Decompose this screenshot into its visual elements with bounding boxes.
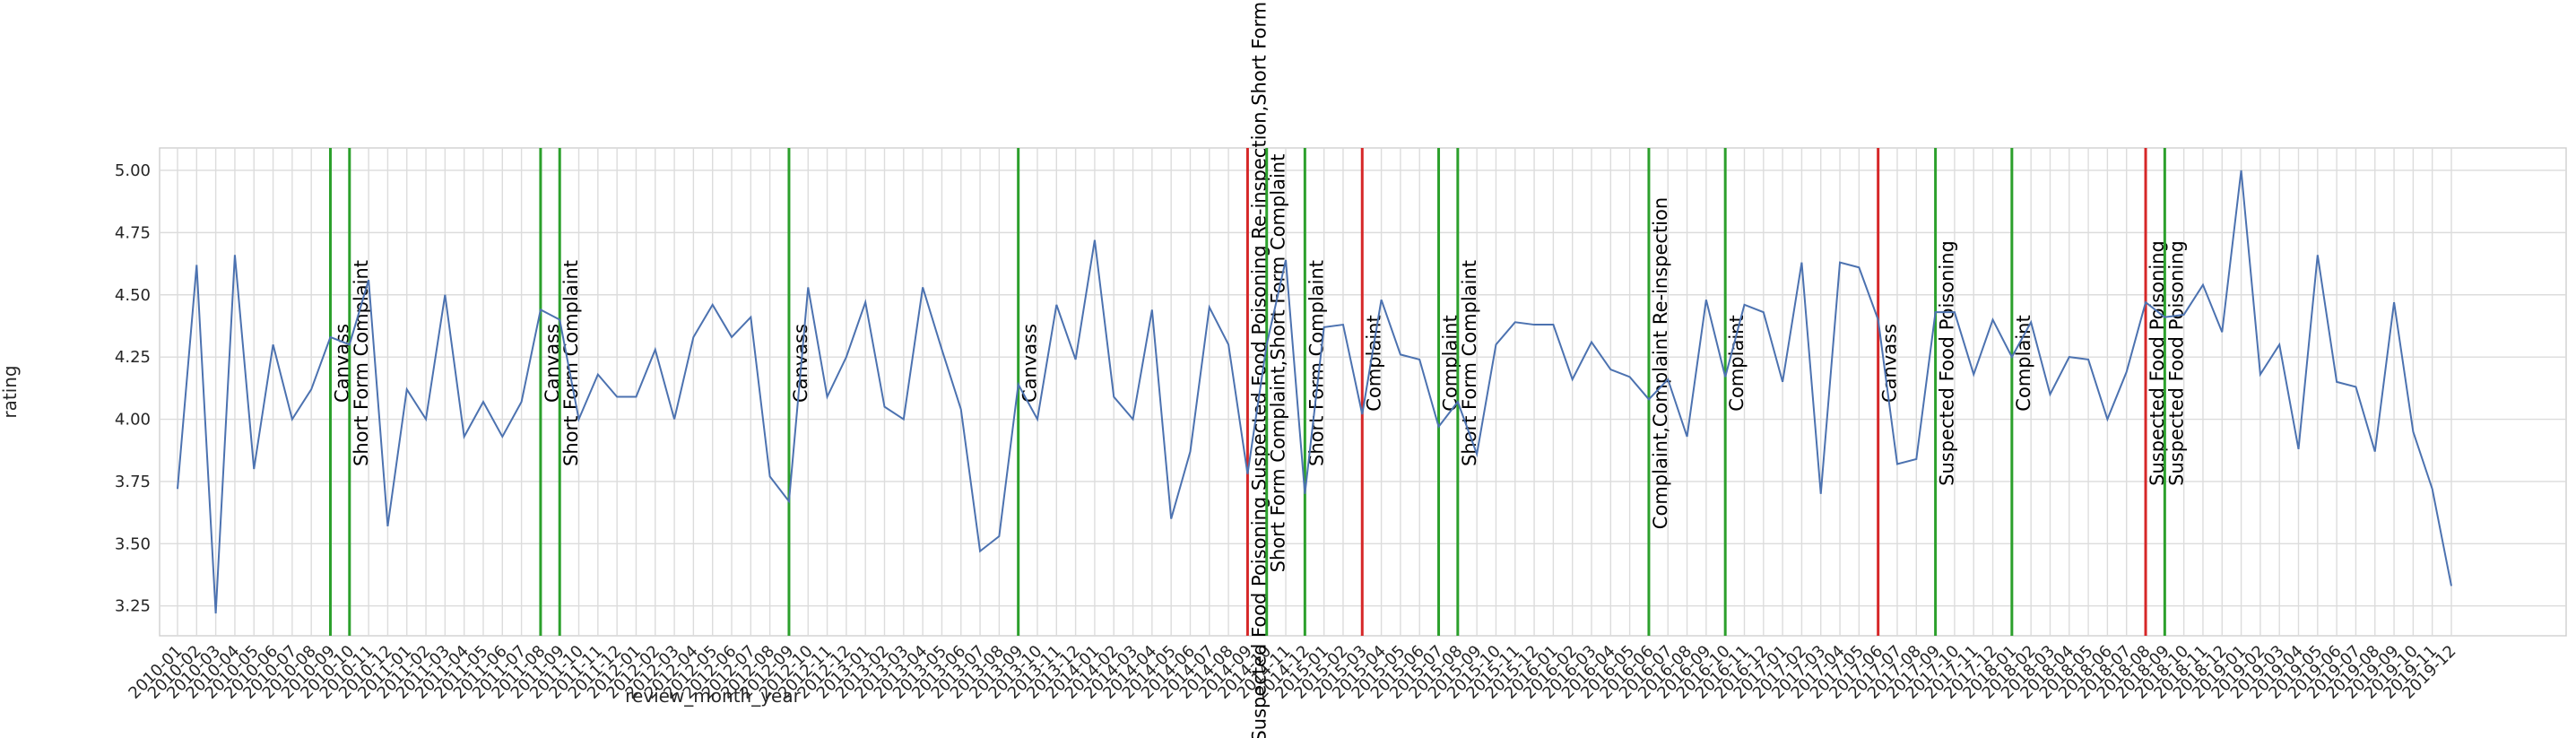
y-tick-label: 5.00 (115, 161, 151, 180)
annotation-text: Short Form Complaint,Short Form Complain… (1268, 154, 1289, 573)
y-tick-label: 3.75 (115, 473, 151, 491)
y-tick-label: 4.75 (115, 223, 151, 242)
y-tick-label: 4.00 (115, 411, 151, 430)
annotation-text: Complaint (2013, 315, 2034, 411)
annotation-text: Short Form Complaint (560, 260, 582, 466)
annotation-text: Short Form Complaint (351, 260, 372, 466)
y-tick-label: 4.50 (115, 286, 151, 305)
y-axis-label: rating (0, 365, 21, 418)
annotation-text: Suspected Food Poisoning (2165, 240, 2187, 486)
x-axis-label: review_month_year (625, 685, 801, 707)
annotation-text: Complaint,Complaint Re-inspection (1650, 197, 1671, 529)
y-tick-label: 3.50 (115, 534, 151, 553)
y-tick-label: 3.25 (115, 597, 151, 616)
y-tick-label: 4.25 (115, 348, 151, 367)
annotation-text: Suspected Food Poisoning (1937, 240, 1958, 486)
line (177, 169, 2452, 614)
annotation-text: Complaint (1363, 315, 1384, 411)
annotation-text: Canvass (1019, 324, 1041, 403)
annotation-text: Canvass (1879, 324, 1901, 403)
annotation-text: Short Form Complaint (1305, 260, 1327, 466)
